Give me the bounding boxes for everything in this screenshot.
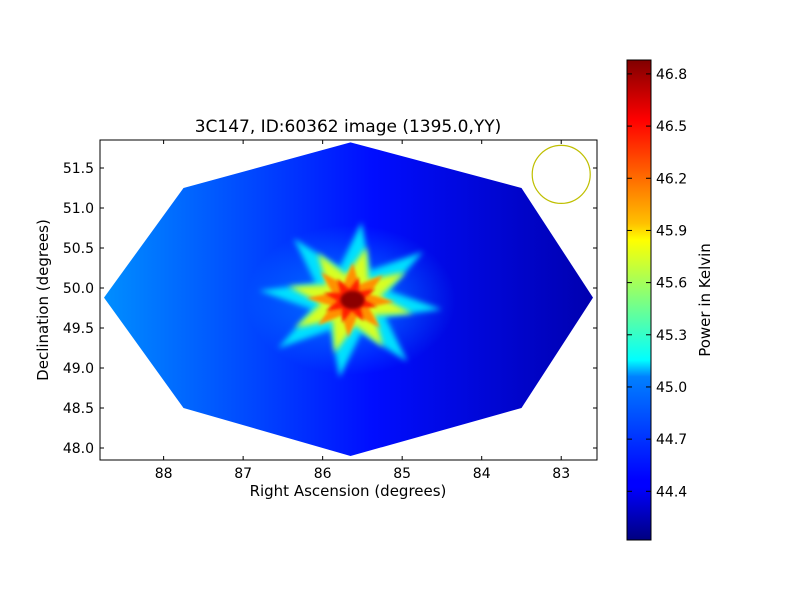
x-tick-label: 87 <box>234 466 252 482</box>
colorbar-scale <box>626 59 652 541</box>
x-axis: 88 87 86 85 84 83 <box>155 140 570 482</box>
colorbar-tick-label: 46.5 <box>656 119 687 135</box>
x-tick-label: 84 <box>473 466 491 482</box>
y-tick-label: 48.0 <box>63 441 94 457</box>
colorbar-tick-label: 44.7 <box>656 432 687 448</box>
axes-frame <box>99 139 598 461</box>
chart-title: 3C147, ID:60362 image (1395.0,YY) <box>195 117 502 137</box>
colorbar-tick-label: 46.8 <box>656 67 687 83</box>
colorbar-tick-label: 45.0 <box>656 380 687 396</box>
y-tick-label: 49.0 <box>63 361 94 377</box>
y-axis-label: Declination (degrees) <box>34 219 52 381</box>
x-axis-label: Right Ascension (degrees) <box>250 482 447 500</box>
y-tick-label: 51.5 <box>63 161 94 177</box>
colorbar-tick-label: 45.6 <box>656 276 687 292</box>
y-tick-label: 50.0 <box>63 281 94 297</box>
y-tick-label: 49.5 <box>63 321 94 337</box>
colorbar-tick-label: 44.4 <box>656 484 687 500</box>
x-tick-label: 88 <box>155 466 173 482</box>
y-tick-label: 51.0 <box>63 201 94 217</box>
source-peak <box>340 291 365 309</box>
colorbar-label: Power in Kelvin <box>696 243 714 357</box>
colorbar-tick-label: 46.2 <box>656 171 687 187</box>
colorbar: 44.4 44.7 45.0 45.3 45.6 45.9 46.2 46.5 46.8 Pow… <box>626 59 714 541</box>
y-tick-label: 50.5 <box>63 241 94 257</box>
x-tick-label: 86 <box>314 466 332 482</box>
beam-marker <box>531 144 591 204</box>
x-tick-label: 85 <box>393 466 411 482</box>
plot-area <box>104 142 593 456</box>
y-tick-label: 48.5 <box>63 401 94 417</box>
x-tick-label: 83 <box>552 466 570 482</box>
colorbar-ticks: 44.4 44.7 45.0 45.3 45.6 45.9 46.2 46.5 46.8 <box>627 67 687 500</box>
colorbar-tick-label: 45.9 <box>656 223 687 239</box>
colorbar-tick-label: 45.3 <box>656 328 687 344</box>
y-axis: 48.0 48.5 49.0 49.5 50.0 50.5 51.0 51.5 <box>63 161 597 457</box>
